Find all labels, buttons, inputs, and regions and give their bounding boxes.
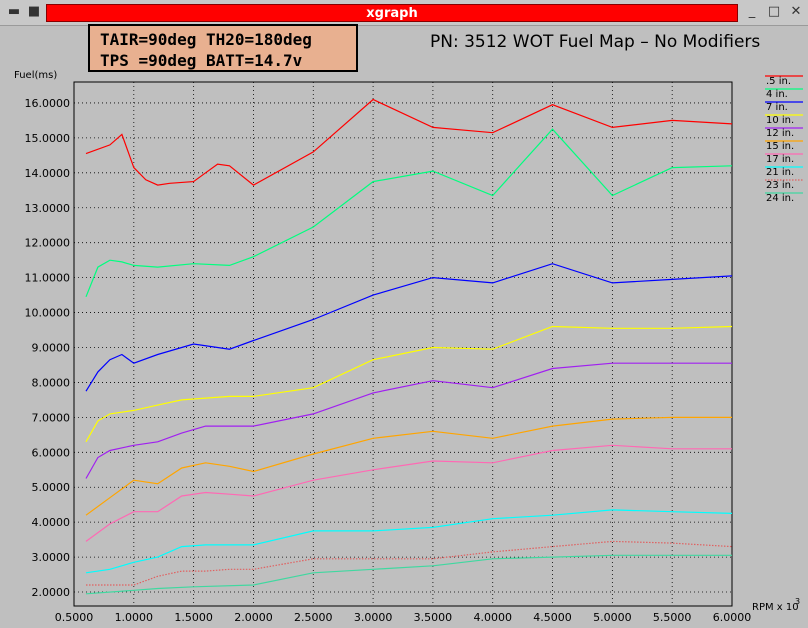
x-tick-label: 2.0000 [234,611,273,624]
x-tick-label: 5.0000 [593,611,632,624]
x-tick-label: 4.5000 [533,611,572,624]
series-line [85,444,732,542]
plot-frame [73,81,733,607]
series-line [85,98,733,186]
series-line [86,540,733,586]
x-tick-label: 0.5000 [55,611,94,624]
y-tick-label: 13.0000 [25,202,71,215]
series-line [85,263,733,392]
y-tick-label: 4.0000 [32,516,71,529]
y-tick-label: 14.0000 [25,167,71,180]
legend-label: 24 in. [766,193,794,204]
y-tick-label: 7.0000 [32,411,71,424]
maximize-icon[interactable]: □ [767,4,781,19]
y-tick-label: 15.0000 [25,132,71,145]
legend-label: 23 in. [766,180,794,191]
x-tick-label: 5.5000 [653,611,692,624]
x-axis-label-exponent: 3 [795,597,800,606]
window-title: xgraph [46,4,738,22]
minimize-icon[interactable]: _ [748,4,756,19]
x-tick-label: 3.5000 [414,611,453,624]
series-line [85,554,732,595]
x-axis-label: RPM x 10 [752,602,799,613]
legend-label: 7 in. [766,102,788,113]
y-tick-label: 12.0000 [25,237,71,250]
y-tick-label: 8.0000 [32,376,71,389]
legend-label: .5 in. [766,76,791,87]
x-tick-label: 1.5000 [174,611,213,624]
x-tick-label: 3.0000 [354,611,393,624]
y-tick-label: 9.0000 [32,341,71,354]
x-tick-label: 4.0000 [473,611,512,624]
legend-label: 4 in. [766,89,788,100]
y-axis-label: Fuel(ms) [14,70,57,81]
series-line [85,362,732,479]
x-tick-label: 2.5000 [294,611,333,624]
y-tick-label: 10.0000 [25,307,71,320]
series-line [85,325,733,443]
legend-label: 10 in. [766,115,794,126]
y-tick-label: 2.0000 [32,586,71,599]
info-line-1: TAIR=90deg TH20=180deg [100,30,312,49]
close-icon[interactable]: ✕ [790,4,802,19]
y-tick-label: 11.0000 [25,272,71,285]
legend-label: 12 in. [766,128,794,139]
legend-label: 15 in. [766,141,794,152]
chart-title: PN: 3512 WOT Fuel Map – No Modifiers [430,32,761,52]
info-line-2: TPS =90deg BATT=14.7v [100,51,303,70]
y-tick-label: 3.0000 [32,551,71,564]
x-tick-label: 1.0000 [115,611,154,624]
y-tick-label: 5.0000 [32,481,71,494]
menu-icon[interactable]: ▬ [7,4,21,19]
info-box: TAIR=90deg TH20=180deg TPS =90deg BATT=1… [88,24,358,72]
y-tick-label: 6.0000 [32,446,71,459]
series-line [85,509,733,574]
x-tick-label: 6.0000 [713,611,752,624]
series-line [85,128,733,298]
series-line [85,416,732,516]
y-tick-label: 16.0000 [25,97,71,110]
legend-label: 17 in. [766,154,794,165]
legend-label: 21 in. [766,167,794,178]
pin-icon[interactable]: ■ [27,4,41,19]
window-titlebar: ▬ ■ xgraph _ □ ✕ [0,0,808,26]
